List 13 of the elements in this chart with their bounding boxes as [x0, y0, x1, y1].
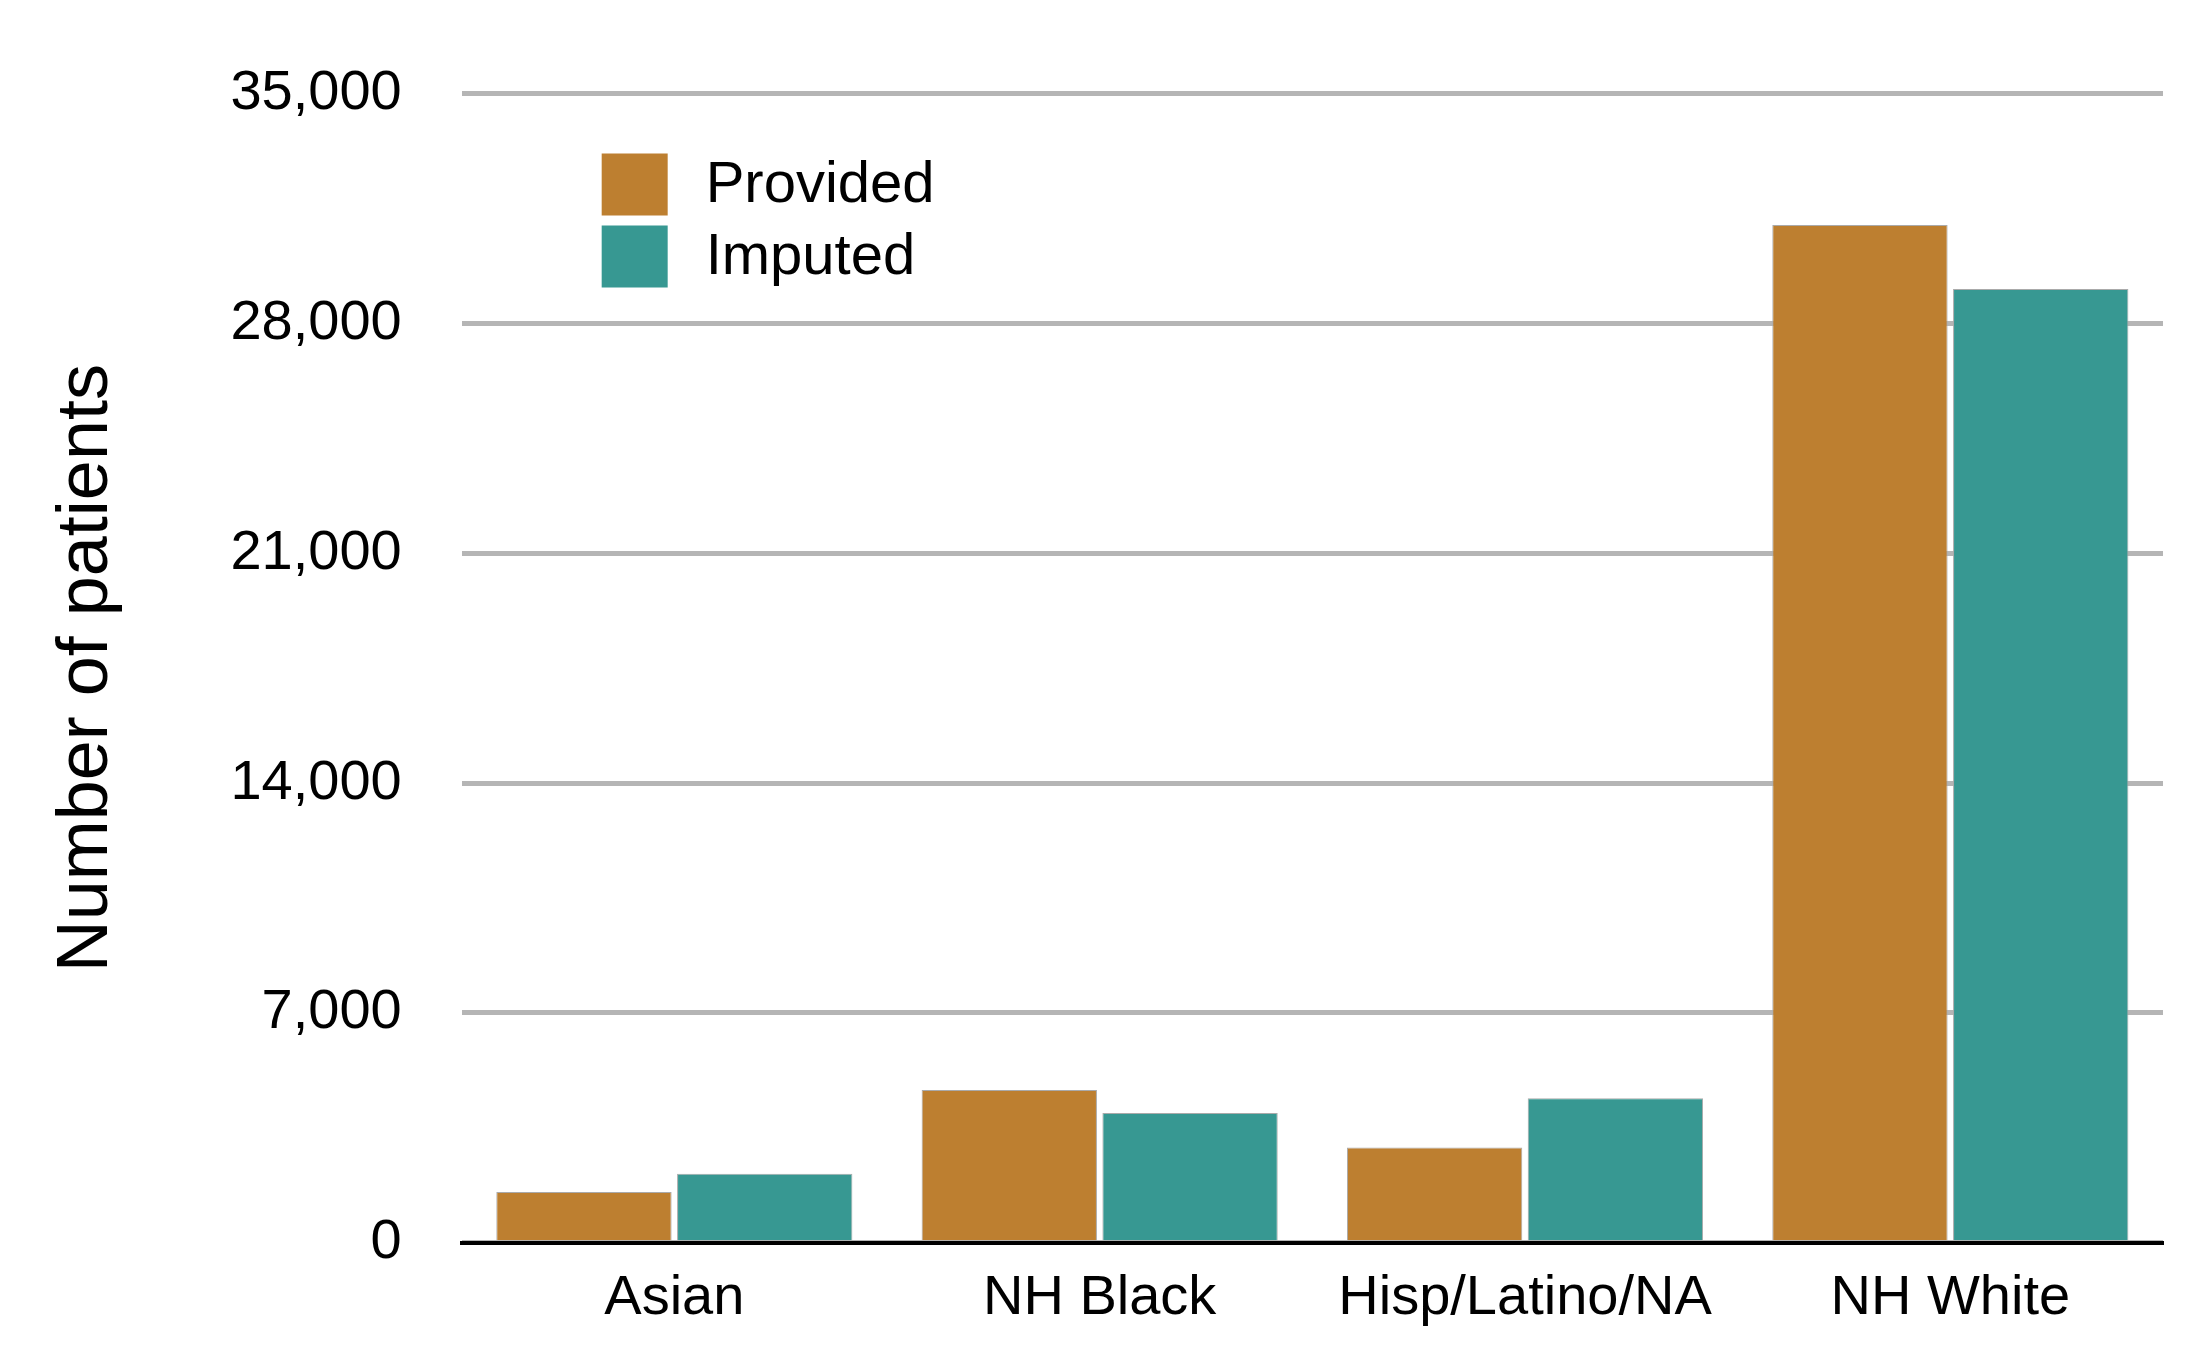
- x-tick-label: NH White: [1830, 1262, 2071, 1326]
- y-tick-label: 21,000: [230, 517, 402, 581]
- y-tick-label: 28,000: [230, 287, 402, 351]
- x-tick-label: Asian: [604, 1262, 745, 1326]
- legend-label: Provided: [705, 148, 935, 214]
- legend-label: Imputed: [705, 220, 916, 286]
- y-tick-label: 14,000: [230, 747, 402, 811]
- y-tick-label: 35,000: [230, 58, 402, 122]
- y-tick-label: 0: [370, 1207, 402, 1271]
- y-tick-label: 7,000: [261, 977, 402, 1041]
- x-tick-label: NH Black: [982, 1262, 1218, 1326]
- y-axis-title: Number of patients: [42, 364, 123, 973]
- x-tick-label: Hisp/Latino/NA: [1338, 1262, 1713, 1326]
